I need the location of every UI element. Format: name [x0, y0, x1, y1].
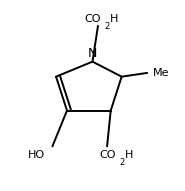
Text: H: H — [125, 150, 134, 160]
Text: Me: Me — [153, 68, 169, 78]
Text: CO: CO — [84, 14, 101, 24]
Text: H: H — [110, 14, 118, 24]
Text: N: N — [88, 47, 97, 60]
Text: 2: 2 — [104, 22, 110, 31]
Text: 2: 2 — [120, 158, 125, 167]
Text: CO: CO — [100, 150, 116, 160]
Text: HO: HO — [28, 150, 46, 160]
